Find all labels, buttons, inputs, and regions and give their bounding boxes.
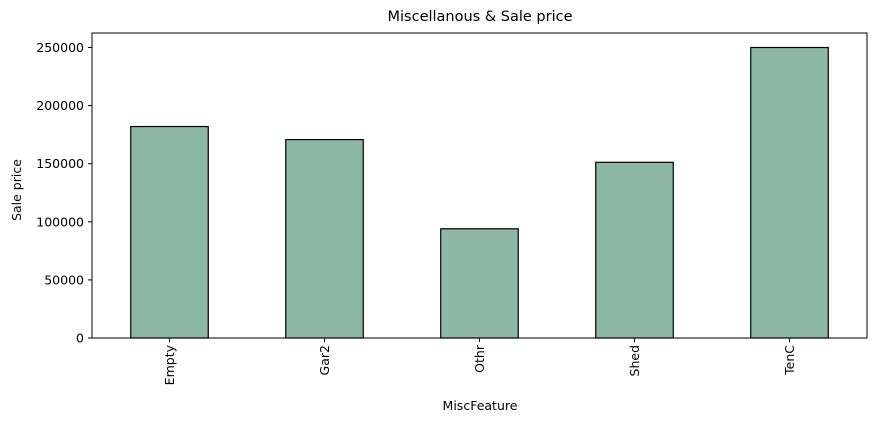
y-tick-label: 100000	[36, 214, 84, 229]
y-tick-label: 50000	[44, 272, 84, 287]
bar-shed	[595, 161, 674, 339]
chart-title: Miscellanous & Sale price	[388, 9, 573, 25]
x-tick-label-shed: Shed	[627, 345, 642, 376]
plot-area: 0 50000 100000 150000 200000 250000 Empty Gar2 O…	[36, 32, 868, 385]
y-tick-label: 200000	[36, 98, 84, 113]
x-tick-label-tenc: TenC	[782, 345, 797, 376]
x-tick-label-gar2: Gar2	[317, 345, 332, 375]
y-axis-label: Sale price	[9, 159, 24, 221]
bar-tenc	[750, 46, 829, 339]
bar-othr	[440, 228, 519, 339]
y-tick-label: 250000	[36, 40, 84, 55]
x-tick-label-empty: Empty	[162, 344, 177, 385]
x-axis-label: MiscFeature	[443, 398, 518, 413]
x-tick-label-othr: Othr	[472, 344, 487, 373]
y-tick-label: 150000	[36, 156, 84, 171]
y-tick-label: 0	[76, 331, 84, 346]
bar-empty	[130, 125, 209, 339]
bar-gar2	[285, 139, 364, 339]
